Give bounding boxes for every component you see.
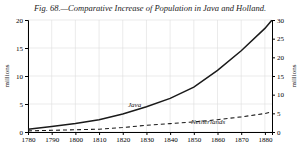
tick-mark <box>99 132 100 135</box>
tick-label: 1870 <box>235 136 250 144</box>
line <box>28 20 272 129</box>
tick-label: 30 <box>277 17 285 25</box>
tick: 20 <box>16 17 28 25</box>
tick-mark <box>194 132 195 135</box>
tick: 1820 <box>116 132 131 144</box>
tick: 1860 <box>211 132 226 144</box>
tick: 10 <box>16 73 28 81</box>
tick-label: 10 <box>277 91 285 99</box>
y-axis-label: millions <box>3 64 11 87</box>
tick-mark <box>123 132 124 135</box>
tick-mark <box>241 132 242 135</box>
tick: 30 <box>272 17 285 25</box>
tick-mark <box>272 39 275 40</box>
annotation: Netherlands <box>190 118 225 126</box>
grid-line <box>28 104 272 105</box>
tick: 1870 <box>235 132 250 144</box>
tick-mark <box>272 132 275 133</box>
tick-mark <box>170 132 171 135</box>
tick: 15 <box>16 45 28 53</box>
tick: 0 <box>20 129 29 137</box>
tick-label: 5 <box>20 101 24 109</box>
x-axis: 1780 1790 1800 1810 1820 1830 1840 1850 1860 1870… <box>22 132 273 144</box>
tick-mark <box>25 48 28 49</box>
tick-mark <box>218 132 219 135</box>
tick-label: 15 <box>277 73 285 81</box>
tick-mark <box>25 132 28 133</box>
tick-label: 15 <box>16 45 24 53</box>
tick-mark <box>272 113 275 114</box>
tick: 5 <box>20 101 29 109</box>
line <box>28 112 272 131</box>
tick-label: 1820 <box>116 136 131 144</box>
tick-mark <box>272 95 275 96</box>
y2-axis-label: millions <box>290 64 298 87</box>
tick-mark <box>272 57 275 58</box>
tick-label: 1790 <box>45 136 60 144</box>
tick-label: 10 <box>16 73 24 81</box>
title: Fig. 68.—Comparative Increase of Populat… <box>33 3 266 13</box>
tick-mark <box>75 132 76 135</box>
tick-mark <box>272 76 275 77</box>
tick: 20 <box>272 54 285 62</box>
lines <box>28 20 272 131</box>
tick-label: 0 <box>277 129 281 137</box>
y-axis: 0 5 10 15 20 <box>16 17 29 137</box>
tick: 25 <box>272 35 285 43</box>
tick: 15 <box>272 73 285 81</box>
chart: Fig. 68.—Comparative Increase of Populat… <box>0 0 300 148</box>
grid-line <box>28 48 272 49</box>
tick-label: 20 <box>16 17 24 25</box>
tick: 10 <box>272 91 285 99</box>
tick-mark <box>52 132 53 135</box>
tick: 0 <box>272 129 281 137</box>
tick: 5 <box>272 110 281 118</box>
tick-mark <box>146 132 147 135</box>
tick-label: 20 <box>277 54 285 62</box>
tick: 1790 <box>45 132 60 144</box>
y2-axis: 0 5 10 15 20 25 30 <box>272 17 285 137</box>
grid <box>28 20 272 132</box>
tick-label: 1850 <box>187 136 202 144</box>
tick-label: 5 <box>277 110 281 118</box>
tick: 1800 <box>69 132 84 144</box>
tick-label: 1860 <box>211 136 226 144</box>
annotations: Java Netherlands <box>128 101 225 126</box>
tick-label: 0 <box>20 129 24 137</box>
tick: 1850 <box>187 132 202 144</box>
axis-line <box>273 21 276 133</box>
tick: 1830 <box>140 132 155 144</box>
tick-label: 1810 <box>93 136 108 144</box>
tick-label: 1880 <box>258 136 273 144</box>
annotation: Java <box>128 101 142 109</box>
tick: 1780 <box>22 132 37 144</box>
tick-label: 1830 <box>140 136 155 144</box>
tick: 1880 <box>258 132 273 144</box>
tick-mark <box>25 20 28 21</box>
tick-mark <box>25 104 28 105</box>
tick-mark <box>265 132 266 135</box>
axis-line <box>29 133 273 136</box>
tick: 1840 <box>164 132 179 144</box>
tick-label: 1780 <box>22 136 37 144</box>
tick: 1810 <box>93 132 108 144</box>
tick-label: 25 <box>277 35 285 43</box>
grid-line <box>28 20 272 21</box>
tick-label: 1840 <box>164 136 179 144</box>
tick-mark <box>272 20 275 21</box>
axis-line <box>25 21 29 133</box>
tick-mark <box>25 76 28 77</box>
grid-line <box>28 76 272 77</box>
plot: 1780 1790 1800 1810 1820 1830 1840 1850 1860 1870… <box>16 17 285 144</box>
tick-label: 1800 <box>69 136 84 144</box>
